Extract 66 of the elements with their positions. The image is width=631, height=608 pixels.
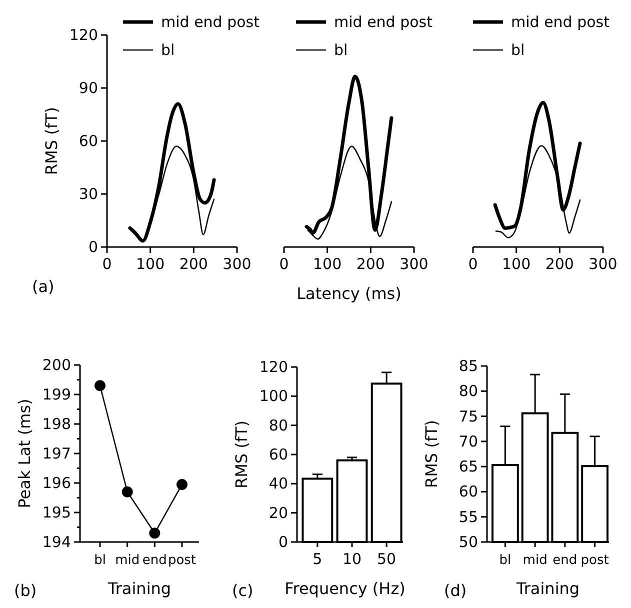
x-tick-label: bl xyxy=(94,553,106,568)
y-axis-title: RMS (fT) xyxy=(42,106,61,176)
y-tick-label: 194 xyxy=(42,533,71,551)
y-tick-label: 90 xyxy=(78,79,98,97)
y-tick-label: 0 xyxy=(278,533,288,551)
y-tick-label: 198 xyxy=(42,415,71,433)
y-tick-label: 60 xyxy=(78,132,98,150)
y-tick-label: 200 xyxy=(42,356,71,374)
text: (a) xyxy=(32,277,54,296)
x-tick-label: 300 xyxy=(400,255,428,273)
legend-label: bl xyxy=(511,41,525,59)
x-tick-label: 300 xyxy=(222,255,252,273)
x-tick-label: 100 xyxy=(502,255,531,273)
y-tick-label: 0 xyxy=(88,238,98,256)
x-tick-label: mid xyxy=(522,553,548,568)
y-tick-label: 80 xyxy=(458,382,478,400)
x-tick-label: post xyxy=(580,553,609,568)
x-tick-label: end xyxy=(552,553,578,568)
y-tick-label: 100 xyxy=(259,387,288,406)
legend-label: mid end post xyxy=(161,13,260,31)
x-tick-label: 200 xyxy=(545,255,574,273)
x-tick-label: 0 xyxy=(102,255,112,273)
legend-label: bl xyxy=(334,41,348,59)
y-axis-title: RMS (fT) xyxy=(232,420,251,489)
x-tick-label: end xyxy=(142,553,167,568)
text: (c) xyxy=(232,581,254,600)
y-tick-label: 199 xyxy=(42,386,71,404)
x-tick-label: 10 xyxy=(342,550,362,568)
x-axis-title: Latency (ms) xyxy=(296,284,402,303)
y-tick-label: 120 xyxy=(259,358,288,376)
legend-label: mid end post xyxy=(511,13,610,31)
x-tick-label: mid xyxy=(115,553,140,568)
legend-label: bl xyxy=(161,41,175,59)
x-tick-label: 300 xyxy=(588,255,618,273)
y-tick-label: 197 xyxy=(42,444,71,462)
y-tick-label: 55 xyxy=(458,508,478,526)
x-tick-label: post xyxy=(168,553,196,568)
text: (b) xyxy=(14,581,37,600)
text: (d) xyxy=(444,581,467,600)
x-tick-label: 200 xyxy=(179,255,208,273)
y-tick-label: 75 xyxy=(458,407,478,426)
y-axis-title: Peak Lat (ms) xyxy=(15,398,34,508)
y-tick-label: 30 xyxy=(78,185,98,203)
x-axis-title: Training xyxy=(106,579,172,598)
x-tick-label: bl xyxy=(499,553,512,568)
y-axis-title: RMS (fT) xyxy=(422,420,441,488)
y-tick-label: 195 xyxy=(42,504,71,522)
x-tick-label: 5 xyxy=(312,550,322,568)
y-tick-label: 85 xyxy=(458,357,478,375)
x-tick-label: 200 xyxy=(356,255,385,273)
x-axis-title: Frequency (Hz) xyxy=(284,579,406,598)
x-tick-label: 100 xyxy=(313,255,342,273)
y-tick-label: 65 xyxy=(458,458,478,476)
y-tick-label: 60 xyxy=(458,482,478,501)
x-tick-label: 50 xyxy=(377,550,396,568)
y-tick-label: 50 xyxy=(458,533,478,551)
y-tick-label: 20 xyxy=(268,504,288,522)
y-tick-label: 80 xyxy=(268,416,288,434)
y-tick-label: 60 xyxy=(268,446,288,464)
y-tick-label: 40 xyxy=(268,474,288,493)
legend-label: mid end post xyxy=(334,13,433,31)
y-tick-label: 120 xyxy=(69,26,98,44)
x-tick-label: 100 xyxy=(136,255,165,273)
x-axis-title: Training xyxy=(515,579,580,598)
y-tick-label: 196 xyxy=(42,474,71,492)
y-tick-label: 70 xyxy=(458,432,478,450)
